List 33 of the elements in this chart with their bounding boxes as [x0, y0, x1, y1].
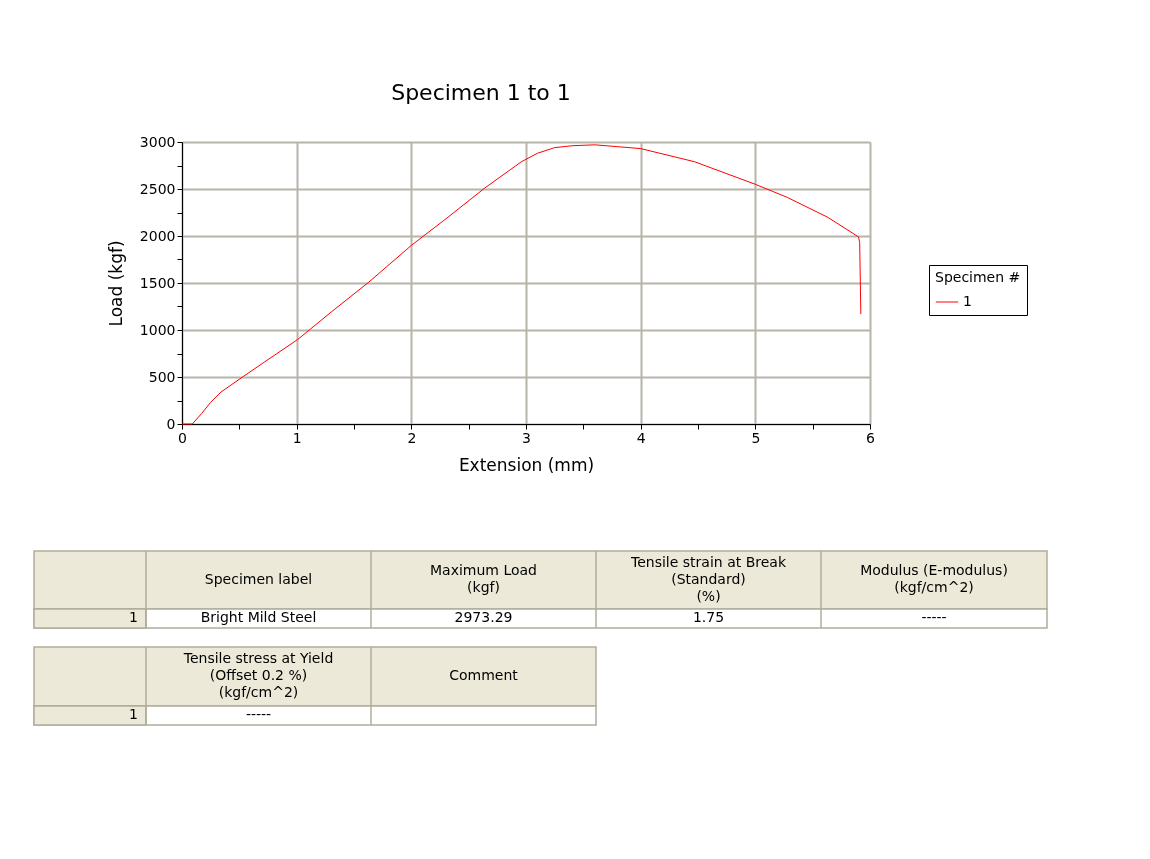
text: -----	[921, 609, 947, 625]
legend-title: Specimen #	[935, 269, 1021, 285]
text: 1.75	[692, 609, 725, 625]
chart-title: Specimen 1 to 1	[391, 80, 571, 105]
y-tick-label: 1500	[139, 274, 176, 291]
y-tick-label: 1000	[139, 321, 176, 338]
y-tick-label: 0	[166, 415, 176, 432]
text: Tensile strain at Break (Standard) (%)	[630, 553, 787, 604]
text: 1	[129, 706, 138, 722]
legend-label: 1	[963, 293, 972, 309]
x-tick-label: 6	[866, 429, 876, 446]
x-axis-title: Extension (mm)	[458, 454, 595, 475]
text: Comment	[449, 667, 519, 683]
x-tick-label: 4	[636, 429, 646, 446]
text: Tensile stress at Yield (Offset 0.2 %) (kgf/cm^2)	[182, 650, 334, 700]
text: 1	[129, 609, 138, 625]
text: -----	[245, 706, 272, 722]
y-tick-label: 500	[148, 368, 176, 385]
text: 2973.29	[454, 609, 513, 625]
x-tick-label: 5	[751, 429, 761, 446]
text: Modulus (E-modulus) (kgf/cm^2)	[860, 562, 1008, 595]
x-tick-label: 3	[522, 429, 531, 446]
x-tick-label: 1	[292, 429, 302, 446]
x-tick-label: 2	[407, 429, 417, 446]
x-tick-label: 0	[178, 429, 187, 446]
y-tick-label: 2500	[139, 180, 176, 197]
text: Specimen label	[204, 570, 313, 587]
line-series	[181, 144, 862, 425]
y-tick-label: 3000	[139, 133, 176, 150]
y-axis-title: Load (kgf)	[105, 240, 126, 327]
text: Maximum Load (kgf)	[429, 562, 538, 595]
text: Bright Mild Steel	[200, 609, 317, 625]
y-tick-label: 2000	[139, 227, 176, 244]
